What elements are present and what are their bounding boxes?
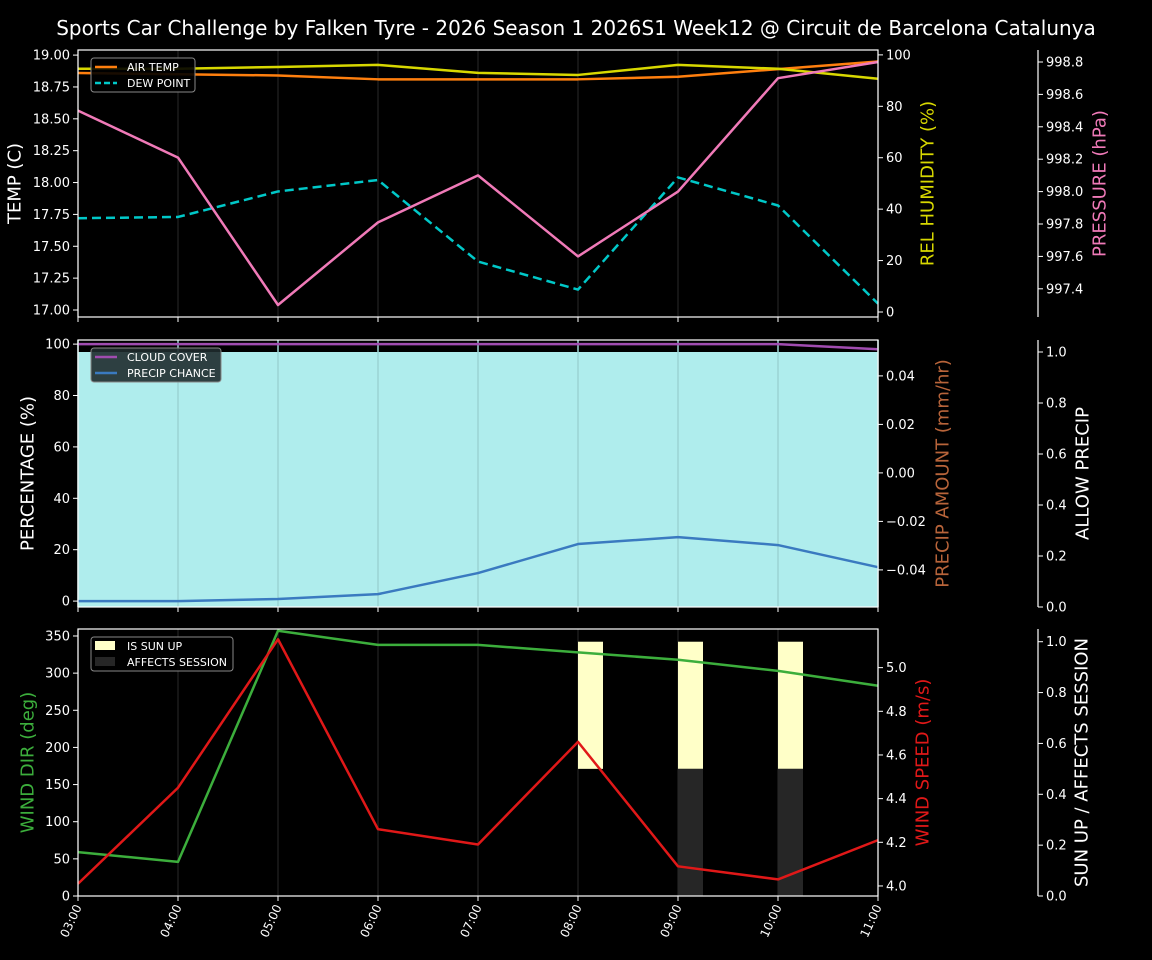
series-line-cloud-cover	[78, 342, 879, 351]
right2-axis-tick-label: 0.4	[1046, 498, 1067, 513]
right2-axis-tick-label: 0.8	[1046, 686, 1067, 701]
left-axis-label: PERCENTAGE (%)	[18, 396, 39, 551]
right-axis-label: PRECIP AMOUNT (mm/hr)	[933, 359, 954, 588]
right-axis-tick-label: −0.02	[886, 515, 926, 530]
right2-axis-tick-label: 998.6	[1046, 88, 1083, 103]
series-line-air-temp	[77, 60, 879, 81]
sun-up-bar	[778, 641, 803, 769]
right2-axis-tick-label: 997.4	[1046, 282, 1083, 297]
legend: CLOUD COVER PRECIP CHANCE	[90, 347, 222, 383]
right2-axis-tick-label: 1.0	[1046, 345, 1067, 360]
right-axis-tick-label: 0.00	[886, 466, 915, 481]
right-axis-tick-label: 0.04	[886, 369, 915, 384]
right-axis-tick-label: 80	[886, 100, 903, 115]
right2-axis-tick-label: 0.2	[1046, 549, 1067, 564]
series-line-right-2	[78, 63, 879, 81]
left-axis-tick-label: 350	[45, 629, 70, 644]
left-axis-tick-label: 18.25	[33, 144, 70, 159]
left-axis-tick-label: 150	[45, 778, 70, 793]
panels: 17.00 17.25 17.50 17.75 18.00 18.25 18.50 18.75…	[5, 48, 1111, 939]
right2-axis-tick-label: 0.2	[1046, 839, 1067, 854]
left-axis-tick-label: 0	[62, 595, 70, 610]
series-line-right2-3	[77, 60, 879, 307]
right-axis-tick-label: 4.2	[886, 836, 907, 851]
series-line-left-0	[77, 629, 879, 864]
left-axis-tick-label: 40	[53, 492, 70, 507]
left-axis-tick-label: 50	[53, 852, 70, 867]
right-axis-tick-label: 4.6	[886, 748, 907, 763]
left-axis-tick-label: 100	[45, 338, 70, 353]
legend-box	[90, 636, 234, 672]
left-axis-tick-label: 80	[53, 389, 70, 404]
right-axis-tick-label: 60	[886, 151, 903, 166]
left-axis-tick-label: 17.25	[33, 272, 70, 287]
left-axis-tick-label: 200	[45, 741, 70, 756]
left-axis-tick-label: 18.75	[33, 80, 70, 95]
left-axis-tick-label: 19.00	[33, 49, 70, 64]
right2-axis-tick-label: 997.6	[1046, 250, 1083, 265]
left-axis-tick-label: 17.50	[33, 240, 70, 255]
right-axis-tick-label: 0	[886, 305, 894, 320]
left-axis-tick-label: 100	[45, 815, 70, 830]
right2-axis-label: SUN UP / AFFECTS SESSION	[1072, 638, 1093, 887]
left-axis-tick-label: 250	[45, 704, 70, 719]
left-axis-tick-label: 18.00	[33, 176, 70, 191]
right2-axis-tick-label: 0.0	[1046, 601, 1067, 616]
legend-label: AIR TEMP	[127, 61, 179, 74]
right2-axis-tick-label: 0.0	[1046, 890, 1067, 905]
right-axis-tick-label: 4.8	[886, 705, 907, 720]
left-axis-tick-label: 300	[45, 667, 70, 682]
legend-swatch	[95, 657, 115, 666]
right-axis-label: REL HUMIDITY (%)	[918, 101, 939, 266]
right2-axis-tick-label: 998.8	[1046, 55, 1083, 70]
left-axis-tick-label: 20	[53, 543, 70, 558]
right-axis-tick-label: 5.0	[886, 661, 907, 676]
legend-label: PRECIP CHANCE	[127, 367, 216, 380]
right2-axis-tick-label: 998.0	[1046, 185, 1083, 200]
left-axis-tick-label: 0	[62, 890, 70, 905]
legend-swatch	[95, 641, 115, 650]
legend: AIR TEMP DEW POINT	[90, 57, 196, 93]
legend-box	[90, 347, 222, 383]
right2-axis-tick-label: 0.8	[1046, 396, 1067, 411]
right2-axis-tick-label: 1.0	[1046, 635, 1067, 650]
right-axis-label: WIND SPEED (m/s)	[913, 679, 934, 847]
right-axis-tick-label: 100	[886, 48, 911, 63]
chart-title: Sports Car Challenge by Falken Tyre - 20…	[56, 16, 1096, 40]
right2-axis-label: ALLOW PRECIP	[1073, 407, 1094, 540]
legend-label: IS SUN UP	[127, 640, 183, 653]
right2-axis-label: PRESSURE (hPa)	[1090, 110, 1111, 257]
right2-axis-tick-label: 0.6	[1046, 447, 1067, 462]
affects-session-bar	[678, 768, 703, 896]
right-axis-tick-label: 4.0	[886, 879, 907, 894]
panel-temperature: 17.00 17.25 17.50 17.75 18.00 18.25 18.50 18.75…	[5, 48, 1111, 322]
left-axis-tick-label: 17.00	[33, 303, 70, 318]
left-axis-tick-label: 17.75	[33, 208, 70, 223]
right-axis-tick-label: 0.02	[886, 418, 915, 433]
right2-axis-tick-label: 0.4	[1046, 788, 1067, 803]
left-axis-tick-label: 18.50	[33, 112, 70, 127]
left-axis-label: TEMP (C)	[5, 143, 26, 225]
right-axis-tick-label: 20	[886, 254, 903, 269]
legend-label: AFFECTS SESSION	[127, 656, 227, 669]
right2-axis-tick-label: 998.4	[1046, 120, 1083, 135]
left-axis-tick-label: 60	[53, 440, 70, 455]
series-line-right-1	[77, 638, 879, 885]
right2-axis-tick-label: 997.8	[1046, 218, 1083, 233]
right2-axis-tick-label: 0.6	[1046, 737, 1067, 752]
right-axis-tick-label: −0.04	[886, 563, 926, 578]
sun-up-bar	[578, 641, 603, 769]
left-axis-label: WIND DIR (deg)	[18, 692, 39, 834]
right-axis-tick-label: 4.4	[886, 792, 907, 807]
right2-axis-tick-label: 998.2	[1046, 153, 1083, 168]
legend-label: CLOUD COVER	[127, 351, 208, 364]
right-axis-tick-label: 40	[886, 203, 903, 218]
legend-label: DEW POINT	[127, 77, 191, 90]
legend: IS SUN UP AFFECTS SESSION	[90, 636, 234, 672]
series-line-precip-chance	[78, 535, 879, 603]
